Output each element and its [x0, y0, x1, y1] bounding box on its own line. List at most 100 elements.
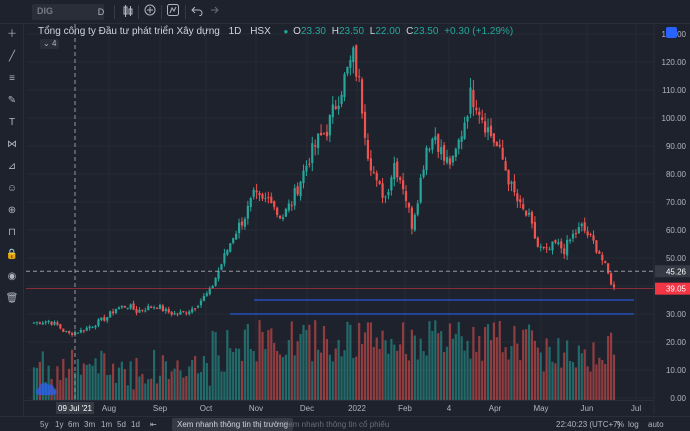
- volume-bar: [416, 359, 419, 400]
- time-tick-label: Nov: [249, 404, 263, 413]
- legend-symbol-name[interactable]: Tổng công ty Đầu tư phát triển Xây dựng: [38, 26, 220, 37]
- volume-bar: [170, 371, 173, 400]
- tab-stock-overview[interactable]: Xem nhanh thông tin cổ phiếu: [283, 420, 390, 429]
- trash-icon[interactable]: 🗑: [5, 293, 19, 304]
- candle-body: [390, 177, 393, 191]
- volume-bar: [343, 350, 346, 400]
- candle-body: [185, 312, 188, 314]
- candle-body: [117, 307, 121, 309]
- volume-bar: [495, 337, 498, 400]
- eye-icon[interactable]: ◉: [7, 271, 17, 282]
- candle-body: [580, 223, 583, 227]
- interval-button[interactable]: D: [97, 7, 105, 17]
- indicators-icon[interactable]: [166, 4, 180, 20]
- price-axis[interactable]: [654, 24, 690, 416]
- volume-bar: [284, 354, 288, 400]
- range-button-1d[interactable]: 1d: [131, 420, 140, 429]
- range-button-6m[interactable]: 6m: [68, 420, 80, 429]
- candle-body: [150, 306, 153, 308]
- candle-body: [120, 305, 123, 308]
- candle-body: [498, 144, 501, 147]
- candle-type-icon[interactable]: [120, 4, 136, 20]
- volume-bar: [352, 358, 355, 400]
- time-tick-label: 2022: [348, 404, 366, 413]
- candle-body: [141, 309, 144, 311]
- auto-scale-button[interactable]: auto: [648, 420, 664, 429]
- time-tick-label: Sep: [153, 404, 168, 413]
- volume-bar: [551, 361, 554, 400]
- candle-body: [226, 250, 229, 255]
- symbol-search-input[interactable]: DIG: [32, 4, 104, 20]
- volume-bar: [507, 359, 510, 400]
- price-tick-label: 60.00: [666, 226, 687, 235]
- goto-date-icon[interactable]: ⇤: [150, 420, 157, 429]
- volume-bar: [425, 355, 428, 400]
- trendline-icon[interactable]: ╱: [8, 51, 16, 62]
- volume-bar: [158, 375, 162, 400]
- volume-bar: [522, 329, 525, 400]
- volume-bar: [595, 364, 598, 400]
- range-button-1m[interactable]: 1m: [101, 420, 113, 429]
- undo-icon[interactable]: [190, 4, 204, 20]
- candle-body: [202, 295, 205, 301]
- candle-body: [243, 218, 247, 227]
- time-tick-label: Jul: [631, 404, 641, 413]
- volume-bar: [73, 372, 77, 400]
- redo-icon[interactable]: [206, 4, 220, 20]
- candle-body: [32, 322, 36, 324]
- crosshair-icon[interactable]: ＋: [7, 29, 17, 40]
- volume-bar: [501, 352, 504, 400]
- volume-bar: [440, 331, 443, 400]
- time-tick-label: Dec: [300, 404, 314, 413]
- price-tick-label: 0.00: [670, 394, 686, 403]
- volume-bar: [132, 389, 135, 400]
- candle-body: [407, 202, 411, 208]
- ruler-icon[interactable]: ⊿: [7, 161, 17, 172]
- magnet-icon[interactable]: ⊓: [8, 227, 16, 238]
- fib-icon[interactable]: ≡: [9, 73, 15, 84]
- range-button-3m[interactable]: 3m: [84, 420, 96, 429]
- log-scale-button[interactable]: log: [628, 420, 639, 429]
- range-button-5d[interactable]: 5d: [117, 420, 126, 429]
- range-button-1y[interactable]: 1y: [55, 420, 64, 429]
- candle-body: [416, 203, 419, 215]
- chart-settings-icon[interactable]: [666, 27, 677, 38]
- volume-bar: [114, 382, 118, 400]
- emoji-icon[interactable]: ☺: [6, 183, 18, 194]
- range-button-5y[interactable]: 5y: [40, 420, 49, 429]
- candle-body: [557, 242, 560, 245]
- legend-collapse-toggle[interactable]: ⌄ 4: [40, 39, 60, 49]
- volume-bar: [478, 335, 481, 400]
- candle-body: [147, 305, 150, 311]
- volume-bar: [299, 333, 302, 400]
- price-chart[interactable]: 130.00120.00110.00100.0090.0080.0070.006…: [24, 24, 690, 416]
- candle-body: [527, 212, 531, 215]
- candle-body: [539, 246, 542, 248]
- volume-bar: [117, 367, 121, 400]
- zoom-icon[interactable]: ⊕: [7, 205, 17, 216]
- candle-body: [401, 180, 405, 190]
- candle-body: [65, 330, 68, 332]
- candle-body: [530, 212, 534, 224]
- lock-icon[interactable]: 🔒: [5, 249, 19, 260]
- tab-market-overview[interactable]: Xem nhanh thông tin thị trường: [172, 418, 294, 431]
- candle-body: [153, 307, 156, 309]
- volume-bar: [443, 352, 446, 400]
- volume-bar: [264, 349, 267, 400]
- candle-body: [135, 309, 138, 313]
- percent-scale-button[interactable]: %: [617, 420, 625, 429]
- candle-body: [360, 79, 364, 114]
- volume-bar: [314, 320, 317, 400]
- candle-body: [38, 322, 41, 324]
- price-tick-label: 110.00: [662, 86, 686, 95]
- volume-bar: [70, 349, 74, 400]
- pattern-icon[interactable]: ⋈: [7, 139, 17, 150]
- text-icon[interactable]: T: [8, 117, 16, 128]
- candle-body: [319, 132, 323, 136]
- volume-bar: [141, 373, 144, 400]
- candle-body: [252, 189, 255, 197]
- add-compare-icon[interactable]: [143, 4, 157, 20]
- brush-icon[interactable]: ✎: [7, 95, 17, 106]
- candle-body: [240, 221, 244, 226]
- volume-bar: [355, 356, 358, 400]
